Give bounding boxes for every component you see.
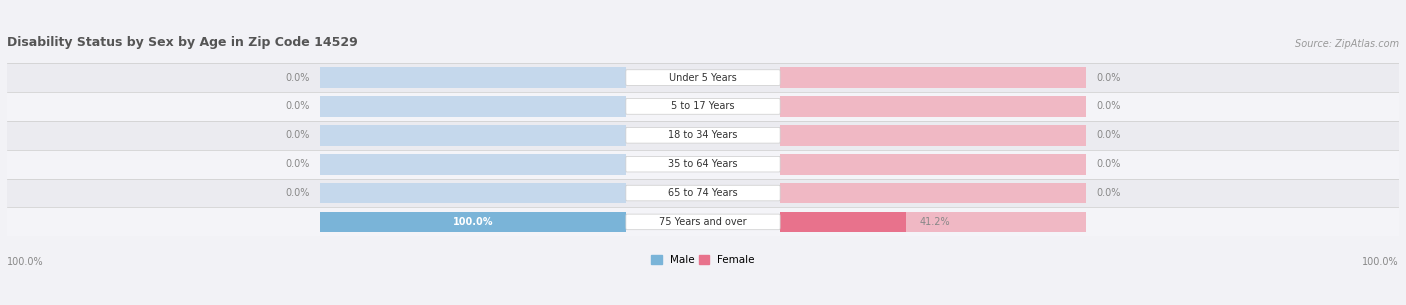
Text: 75 Years and over: 75 Years and over <box>659 217 747 227</box>
Bar <box>779 183 1085 203</box>
Bar <box>321 212 627 232</box>
FancyBboxPatch shape <box>626 185 780 201</box>
Text: 0.0%: 0.0% <box>1097 188 1121 198</box>
Bar <box>321 125 627 146</box>
Text: 0.0%: 0.0% <box>1097 130 1121 140</box>
Legend: Male, Female: Male, Female <box>647 251 759 269</box>
Text: 0.0%: 0.0% <box>285 73 309 83</box>
Text: 100.0%: 100.0% <box>453 217 494 227</box>
Text: 35 to 64 Years: 35 to 64 Years <box>668 159 738 169</box>
Text: 100.0%: 100.0% <box>1362 257 1399 267</box>
Text: 0.0%: 0.0% <box>285 159 309 169</box>
FancyBboxPatch shape <box>626 156 780 172</box>
Text: 0.0%: 0.0% <box>285 130 309 140</box>
Bar <box>7 63 1399 92</box>
Bar <box>779 67 1085 88</box>
Text: 100.0%: 100.0% <box>7 257 44 267</box>
Text: 0.0%: 0.0% <box>1097 102 1121 111</box>
Text: 0.0%: 0.0% <box>1097 73 1121 83</box>
Bar <box>7 121 1399 150</box>
Bar <box>779 212 1085 232</box>
Bar <box>779 154 1085 174</box>
Text: 0.0%: 0.0% <box>285 188 309 198</box>
Bar <box>779 96 1085 117</box>
Bar <box>321 154 627 174</box>
Text: Disability Status by Sex by Age in Zip Code 14529: Disability Status by Sex by Age in Zip C… <box>7 36 357 49</box>
Bar <box>779 212 905 232</box>
FancyBboxPatch shape <box>626 214 780 230</box>
FancyBboxPatch shape <box>626 70 780 85</box>
Text: 0.0%: 0.0% <box>1097 159 1121 169</box>
Bar <box>321 96 627 117</box>
Text: Source: ZipAtlas.com: Source: ZipAtlas.com <box>1295 39 1399 49</box>
FancyBboxPatch shape <box>626 127 780 143</box>
Text: Under 5 Years: Under 5 Years <box>669 73 737 83</box>
Bar <box>321 183 627 203</box>
Bar <box>7 207 1399 236</box>
Bar <box>7 150 1399 179</box>
Text: 0.0%: 0.0% <box>285 102 309 111</box>
Text: 41.2%: 41.2% <box>920 217 950 227</box>
Text: 5 to 17 Years: 5 to 17 Years <box>671 102 735 111</box>
FancyBboxPatch shape <box>626 99 780 114</box>
Text: 18 to 34 Years: 18 to 34 Years <box>668 130 738 140</box>
Bar <box>7 92 1399 121</box>
Text: 65 to 74 Years: 65 to 74 Years <box>668 188 738 198</box>
Bar <box>779 125 1085 146</box>
Bar <box>321 67 627 88</box>
Bar <box>321 212 627 232</box>
Bar <box>7 179 1399 207</box>
